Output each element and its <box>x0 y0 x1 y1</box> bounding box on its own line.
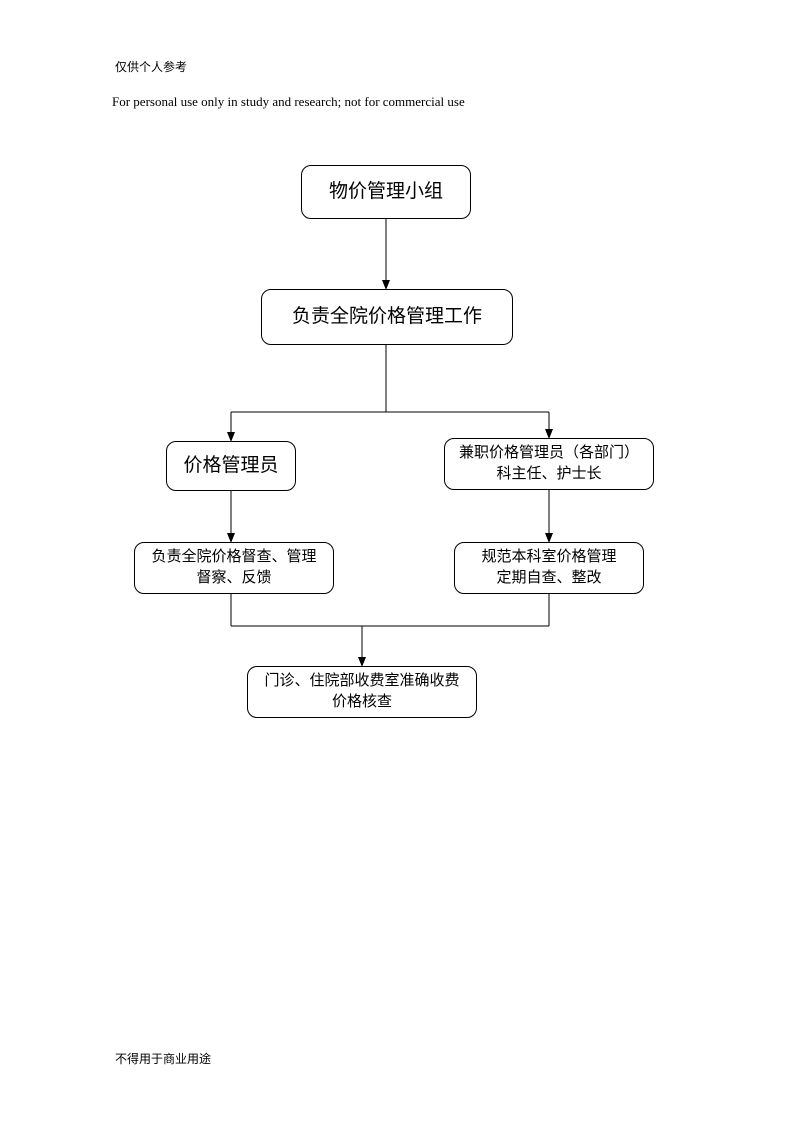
flowchart-node-n7: 门诊、住院部收费室准确收费 价格核查 <box>247 666 477 718</box>
header-cn: 仅供个人参考 <box>115 58 187 75</box>
flowchart-node-n5: 负责全院价格督查、管理 督察、反馈 <box>134 542 334 594</box>
header-en: For personal use only in study and resea… <box>112 94 465 110</box>
footer-cn: 不得用于商业用途 <box>115 1050 211 1067</box>
flowchart-node-n4: 兼职价格管理员（各部门） 科主任、护士长 <box>444 438 654 490</box>
flowchart-node-n6: 规范本科室价格管理 定期自查、整改 <box>454 542 644 594</box>
flowchart-node-n2: 负责全院价格管理工作 <box>261 289 513 345</box>
flowchart-node-n1: 物价管理小组 <box>301 165 471 219</box>
flowchart-node-n3: 价格管理员 <box>166 441 296 491</box>
